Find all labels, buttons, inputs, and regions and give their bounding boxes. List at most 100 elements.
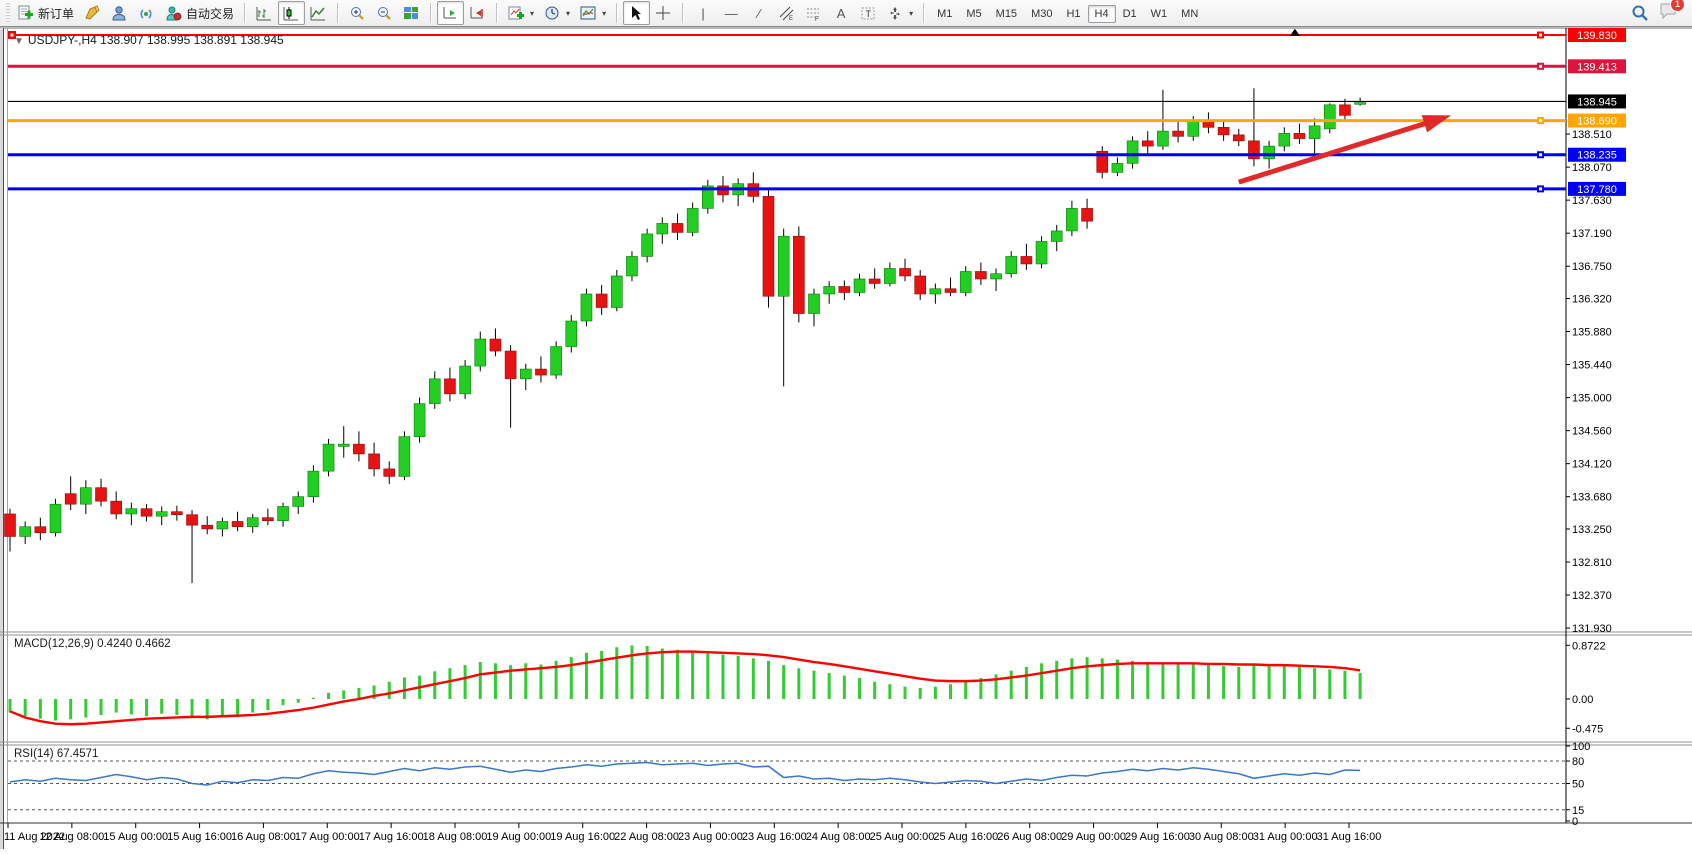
svg-text:18 Aug 08:00: 18 Aug 08:00 (423, 831, 488, 843)
svg-text:F: F (815, 17, 819, 22)
svg-text:19 Aug 16:00: 19 Aug 16:00 (550, 831, 615, 843)
candlestick-chart-icon (283, 6, 299, 20)
svg-text:23 Aug 16:00: 23 Aug 16:00 (742, 831, 807, 843)
svg-text:E: E (789, 16, 793, 22)
zoom-out-button[interactable] (371, 1, 398, 25)
timeframe-H4[interactable]: H4 (1087, 4, 1116, 23)
new-order-button[interactable]: 新订单 (12, 1, 79, 25)
svg-text:0.00: 0.00 (1572, 694, 1593, 706)
toolbar-separator (923, 3, 926, 23)
timeframe-M1[interactable]: M1 (937, 7, 953, 20)
indicators-button[interactable]: ▾ (503, 1, 539, 25)
svg-text:15 Aug 00:00: 15 Aug 00:00 (103, 831, 168, 843)
bar-chart-button[interactable] (251, 1, 278, 25)
svg-text:17 Aug 00:00: 17 Aug 00:00 (295, 831, 360, 843)
timeframe-H1[interactable]: H1 (1066, 7, 1081, 20)
text-label-tool-button[interactable]: T (855, 1, 882, 25)
zoom-in-button[interactable] (344, 1, 371, 25)
svg-text:133.250: 133.250 (1572, 524, 1612, 536)
toolbar-separator (337, 3, 340, 23)
svg-text:19 Aug 00:00: 19 Aug 00:00 (486, 831, 551, 843)
templates-icon (580, 6, 596, 19)
svg-text:22 Aug 08:00: 22 Aug 08:00 (614, 831, 679, 843)
svg-text:132.370: 132.370 (1572, 590, 1612, 602)
text-icon: A (836, 5, 846, 21)
notifications-button[interactable]: 1 (1659, 0, 1685, 24)
horizontal-line-icon: — (724, 5, 738, 21)
horizontal-line-tool-button[interactable]: — (717, 1, 745, 25)
svg-text:135.000: 135.000 (1572, 393, 1612, 405)
svg-text:15: 15 (1572, 805, 1584, 817)
trendline-icon: ∕ (757, 5, 761, 21)
svg-text:131.930: 131.930 (1572, 623, 1612, 635)
rsi-indicator-label: RSI(14) 67.4571 (14, 748, 99, 760)
toolbar-separator (682, 3, 685, 23)
timeframe-MN[interactable]: MN (1181, 7, 1199, 20)
text-tool-button[interactable]: A (827, 1, 855, 25)
svg-text:-0.475: -0.475 (1572, 723, 1603, 735)
svg-text:29 Aug 00:00: 29 Aug 00:00 (1061, 831, 1126, 843)
svg-text:50: 50 (1572, 779, 1584, 791)
svg-text:138.690: 138.690 (1577, 116, 1617, 128)
timeframe-M30[interactable]: M30 (1031, 7, 1053, 20)
toolbar-grip (6, 3, 10, 23)
zoom-in-icon (351, 6, 364, 20)
candlestick-chart-button[interactable] (278, 1, 306, 25)
periods-button[interactable]: ▾ (539, 1, 575, 25)
svg-text:133.680: 133.680 (1572, 492, 1612, 504)
timeframe-W1[interactable]: W1 (1150, 7, 1168, 20)
tile-windows-button[interactable] (398, 1, 425, 25)
svg-text:26 Aug 08:00: 26 Aug 08:00 (997, 831, 1062, 843)
fibonacci-icon: F (807, 8, 820, 22)
dropdown-caret-icon: ▾ (909, 8, 914, 18)
timeframe-group: M1 M5 M15 M30 H1 H4 D1 W1 MN (930, 4, 1205, 23)
styler-button[interactable] (79, 1, 106, 25)
toolbar-separator (496, 3, 499, 23)
svg-text:135.880: 135.880 (1572, 327, 1612, 339)
svg-text:15 Aug 16:00: 15 Aug 16:00 (167, 831, 232, 843)
line-chart-button[interactable] (305, 1, 332, 25)
chart-symbol-title: ▼ USDJPY-,H4 138.907 138.995 138.891 138.… (14, 33, 284, 47)
search-icon[interactable] (1631, 4, 1649, 22)
crayon-icon (85, 4, 100, 20)
crosshair-tool-button[interactable] (650, 1, 677, 25)
profile-button[interactable] (106, 1, 133, 25)
svg-text:138.945: 138.945 (1577, 96, 1617, 108)
trendline-tool-button[interactable]: ∕ (745, 1, 773, 25)
equidistant-channel-icon: E (779, 6, 794, 22)
templates-button[interactable]: ▾ (575, 1, 611, 25)
vertical-line-tool-button[interactable]: | (689, 1, 717, 25)
new-order-label: 新订单 (38, 6, 75, 21)
svg-text:24 Aug 08:00: 24 Aug 08:00 (806, 831, 871, 843)
svg-text:0: 0 (1572, 816, 1578, 828)
arrows-tool-button[interactable]: ▾ (882, 1, 918, 25)
svg-text:31 Aug 16:00: 31 Aug 16:00 (1317, 831, 1382, 843)
svg-text:25 Aug 16:00: 25 Aug 16:00 (933, 831, 998, 843)
fibonacci-tool-button[interactable]: F (800, 1, 827, 25)
toolbar-separator (244, 3, 247, 23)
signal-icon (140, 8, 152, 19)
svg-text:134.560: 134.560 (1572, 426, 1612, 438)
autotrading-button[interactable]: 自动交易 (160, 1, 239, 25)
line-chart-icon (310, 6, 326, 20)
toolbar-separator (430, 3, 433, 23)
auto-scroll-button[interactable] (437, 1, 465, 25)
channel-tool-button[interactable]: E (773, 1, 800, 25)
new-order-icon (18, 5, 33, 19)
svg-text:80: 80 (1572, 756, 1584, 768)
autotrading-icon (166, 6, 182, 20)
svg-text:139.413: 139.413 (1577, 61, 1617, 73)
indicators-icon (508, 6, 525, 19)
macd-indicator-label: MACD(12,26,9) 0.4240 0.4662 (14, 638, 171, 650)
cursor-tool-button[interactable] (623, 1, 651, 25)
signal-button[interactable] (133, 1, 160, 25)
svg-text:31 Aug 00:00: 31 Aug 00:00 (1253, 831, 1318, 843)
svg-text:12 Aug 08:00: 12 Aug 08:00 (39, 831, 104, 843)
svg-text:132.810: 132.810 (1572, 557, 1612, 569)
timeframe-M5[interactable]: M5 (966, 7, 982, 20)
timeframe-M15[interactable]: M15 (995, 7, 1018, 20)
timeframe-D1[interactable]: D1 (1122, 7, 1137, 20)
chart-shift-button[interactable] (464, 1, 491, 25)
